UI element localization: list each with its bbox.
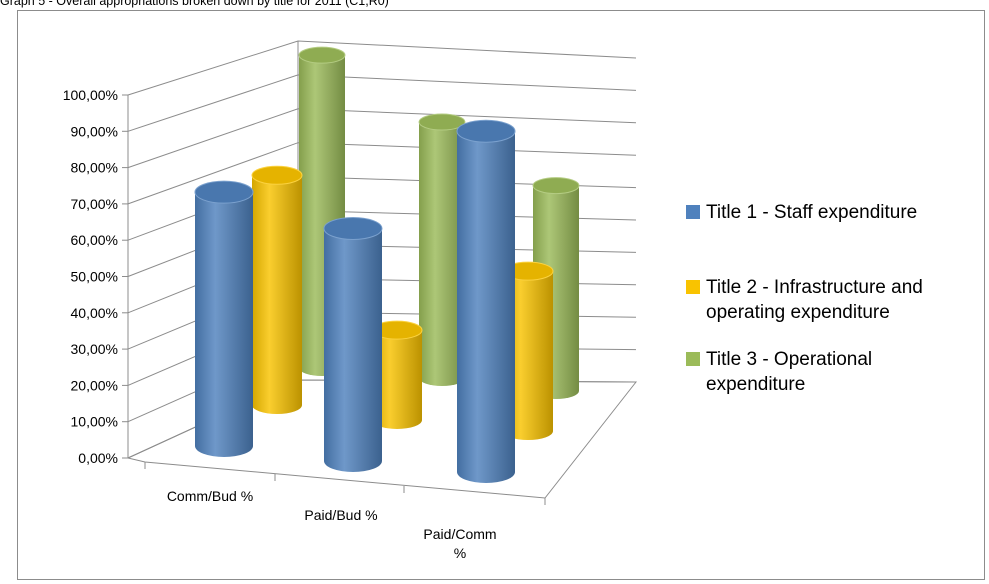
x-category-label: %: [454, 545, 466, 561]
legend-swatch: [686, 352, 700, 366]
y-tick-label: 100,00%: [63, 87, 118, 103]
chart-legend: Title 1 - Staff expenditure Title 2 - Inf…: [686, 202, 923, 395]
legend-swatch: [686, 205, 700, 219]
legend-label: Title 1 - Staff expenditure: [706, 202, 917, 223]
y-tick-label: 80,00%: [71, 160, 118, 176]
chart-caption: Graph 5 - Overall appropriations broken …: [0, 0, 389, 8]
bar-body: [195, 192, 253, 458]
y-tick-label: 30,00%: [71, 341, 118, 357]
bar-2-3: [502, 261, 554, 440]
bar-top: [194, 180, 254, 204]
bar-top: [532, 177, 580, 195]
legend-swatch: [686, 280, 700, 294]
bar-top: [456, 119, 516, 143]
legend-label: Title 3 - Operational: [706, 349, 872, 370]
bar-body: [419, 122, 465, 386]
bar-top: [418, 113, 466, 131]
bar-1-2: [323, 216, 383, 472]
gridline: [127, 108, 637, 169]
gridline: [127, 142, 637, 205]
y-tick-label: 50,00%: [71, 269, 118, 285]
y-tick-label: 20,00%: [71, 377, 118, 393]
gridline: [127, 74, 637, 132]
bar-3-2: [418, 113, 466, 386]
bar-top: [251, 165, 303, 185]
x-category-label: Paid/Bud %: [304, 507, 377, 523]
x-axis: Comm/Bud % Paid/Bud % Paid/Comm%: [144, 462, 546, 561]
bar-1-3: [456, 119, 516, 483]
legend-label: expenditure: [706, 374, 805, 395]
bar-body: [252, 175, 302, 414]
bar-2-1: [251, 165, 303, 414]
bar-body: [372, 330, 422, 429]
bar-top: [298, 46, 346, 64]
y-tick-label: 40,00%: [71, 305, 118, 321]
y-tick-label: 0,00%: [78, 450, 118, 466]
y-tick-label: 70,00%: [71, 196, 118, 212]
y-tick-label: 10,00%: [71, 414, 118, 430]
x-category-label: Paid/Comm: [423, 526, 496, 542]
y-tick-label: 60,00%: [71, 232, 118, 248]
legend-label: operating expenditure: [706, 302, 890, 323]
y-tick-label: 90,00%: [71, 123, 118, 139]
bar-1-1: [194, 180, 254, 458]
bar-2-2: [371, 320, 423, 429]
bar-top: [323, 216, 383, 240]
x-category-label: Comm/Bud %: [167, 488, 253, 504]
bar-body: [324, 228, 382, 472]
y-axis: 0,00% 10,00% 20,00% 30,00% 40,00% 50,00% 60,00…: [63, 87, 128, 466]
bar-body: [503, 271, 553, 440]
gridline: [127, 40, 637, 96]
legend-label: Title 2 - Infrastructure and: [706, 277, 923, 298]
chart-bars: [194, 46, 580, 483]
bar-body: [457, 131, 515, 483]
